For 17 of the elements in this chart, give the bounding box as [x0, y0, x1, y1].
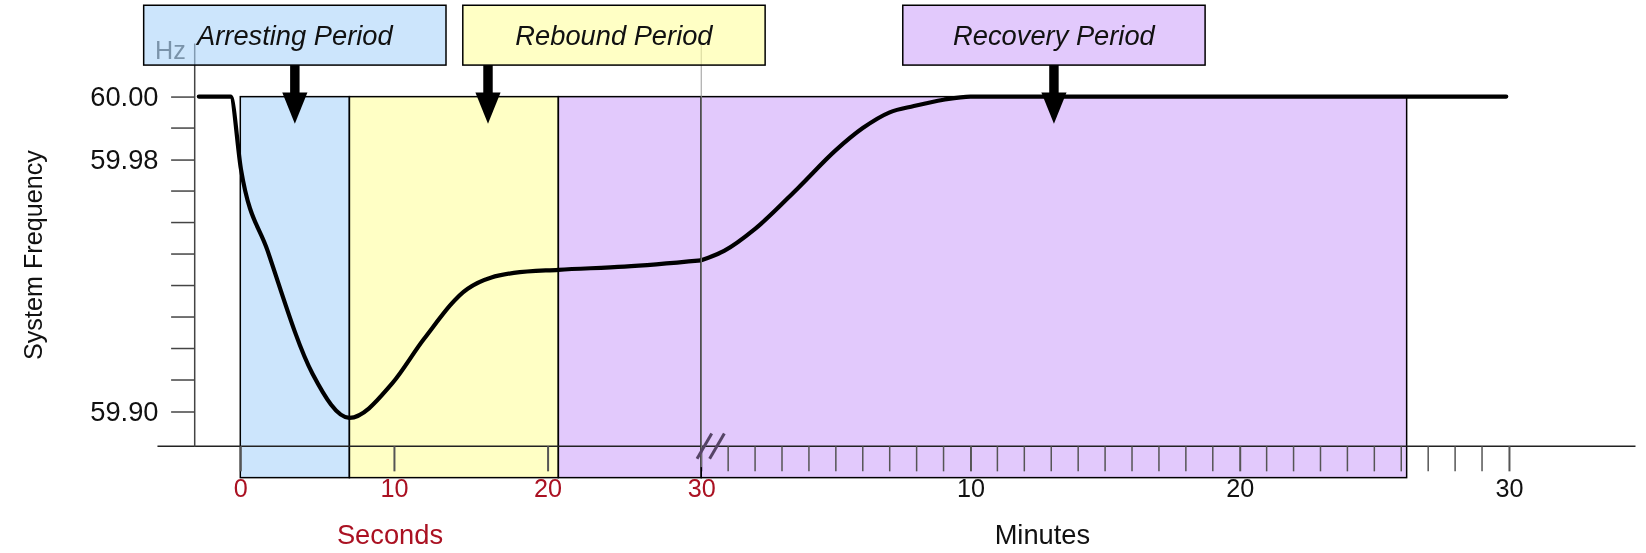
x-axis-title: Seconds [336, 518, 444, 550]
x-tick-label: 10 [380, 474, 409, 503]
band-label: Recovery Period [953, 19, 1156, 51]
x-tick-label: 20 [1226, 474, 1255, 503]
x-tick-label: 20 [534, 474, 563, 503]
x-axis-title: Minutes [994, 518, 1091, 550]
y-tick-label: 59.90 [90, 395, 159, 427]
text: Hz [155, 35, 186, 64]
x-tick-label: 30 [687, 474, 716, 503]
band-label: Rebound Period [515, 19, 714, 51]
x-tick-label: 10 [956, 474, 985, 503]
x-tick-label: 30 [1495, 474, 1524, 503]
x-tick-label: 0 [233, 474, 248, 503]
y-axis-title: System Frequency [18, 149, 47, 361]
y-tick-label: 60.00 [90, 80, 159, 112]
y-tick-label: 59.98 [90, 143, 159, 175]
band-label: Arresting Period [195, 19, 394, 51]
